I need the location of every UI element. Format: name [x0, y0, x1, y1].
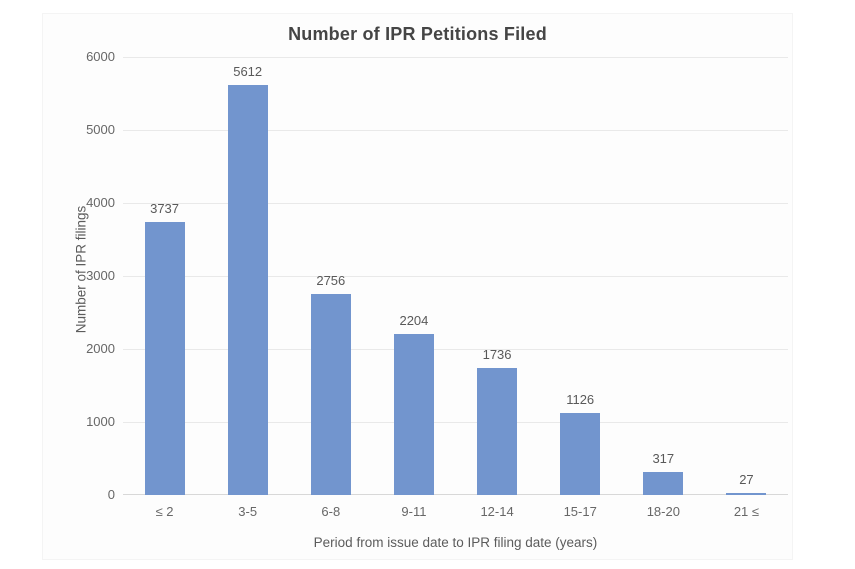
y-tick-label-3000: 3000 — [86, 268, 115, 283]
gridline-1000 — [123, 422, 788, 423]
bar-value-label-1: 3737 — [150, 201, 180, 217]
gridline-5000 — [123, 130, 788, 131]
chart-title: Number of IPR Petitions Filed — [288, 24, 547, 44]
x-category-label-1: ≤ 2 — [155, 504, 174, 519]
bar-1 — [144, 222, 185, 495]
y-tick-label-2000: 2000 — [86, 341, 115, 356]
bar-5 — [477, 368, 518, 495]
y-tick-label-6000: 6000 — [86, 49, 115, 64]
x-category-label-5: 12-14 — [480, 504, 514, 519]
bar-8 — [726, 493, 767, 495]
x-category-label-6: 15-17 — [563, 504, 597, 519]
bar-value-label-6: 1126 — [566, 391, 595, 407]
bar-value-label-5: 1736 — [482, 347, 512, 363]
y-tick-label-0: 0 — [107, 487, 115, 502]
x-category-label-2: 3-5 — [238, 504, 258, 519]
gridline-6000 — [123, 57, 788, 58]
bar-4 — [393, 334, 434, 495]
x-category-label-4: 9-11 — [401, 504, 427, 519]
plot-area: 3737 5612 2756 2204 1736 1126 317 27 — [123, 57, 788, 495]
bar-3 — [310, 293, 351, 495]
bar-2 — [227, 85, 268, 495]
y-tick-label-1000: 1000 — [86, 414, 115, 429]
x-axis-title: Period from issue date to IPR filing dat… — [313, 535, 598, 550]
x-category-label-3: 6-8 — [321, 504, 341, 519]
ipr-petitions-chart: Number of IPR Petitions Filed Number of … — [42, 13, 793, 560]
x-category-label-7: 18-20 — [646, 504, 680, 519]
bar-6 — [560, 412, 601, 495]
x-axis-baseline — [123, 494, 788, 495]
y-tick-label-5000: 5000 — [86, 122, 115, 137]
gridline-3000 — [123, 276, 788, 277]
bar-value-label-3: 2756 — [316, 272, 346, 288]
y-tick-label-4000: 4000 — [86, 195, 115, 210]
bar-7 — [643, 471, 684, 495]
bar-value-label-8: 27 — [739, 472, 754, 487]
bar-value-label-2: 5612 — [233, 64, 263, 80]
bar-value-label-4: 2204 — [399, 313, 429, 329]
gridline-2000 — [123, 349, 788, 350]
gridline-4000 — [123, 203, 788, 204]
bar-value-label-7: 317 — [652, 450, 675, 466]
x-category-label-8: 21 ≤ — [733, 504, 760, 519]
